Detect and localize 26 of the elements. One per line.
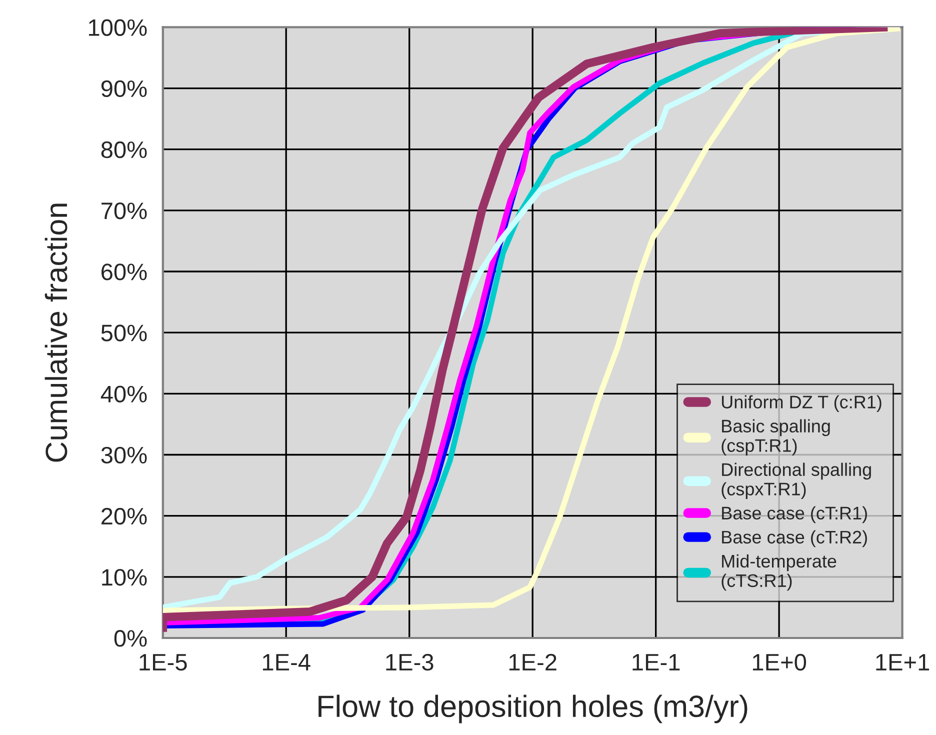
legend-label: Directional spalling (cspxT:R1) (722, 462, 871, 500)
x-tick-label: 1E-2 (509, 654, 556, 670)
y-tick-label: 10% (102, 568, 147, 586)
x-tick-label: 1E-3 (386, 654, 434, 671)
y-tick-label: 40% (100, 386, 147, 402)
x-tick-label: 1E-5 (140, 654, 187, 671)
x-tick-label: 1E+1 (876, 654, 930, 670)
legend-label: Basic spalling (cspT:R1) (722, 419, 830, 456)
legend-label: Mid-temperate (cTS:R1) (722, 554, 836, 591)
y-tick-label: 80% (101, 141, 147, 158)
legend-label: Base case (cT:R1) (722, 506, 867, 524)
y-axis-title: Cumulative fraction (44, 204, 68, 462)
y-tick-label: 30% (101, 446, 147, 464)
legend-label: Base case (cT:R2) (722, 530, 867, 548)
x-tick-label: 1E-1 (632, 654, 680, 670)
x-tick-label: 1E+0 (752, 654, 806, 671)
y-tick-label: 0% (114, 630, 147, 647)
legend-label: Uniform DZ T (c:R1) (722, 395, 882, 412)
y-tick-label: 20% (102, 508, 147, 525)
y-tick-label: 50% (101, 324, 147, 342)
x-axis-title: Flow to deposition holes (m3/yr) (318, 694, 748, 724)
y-tick-label: 100% (89, 19, 147, 36)
y-tick-label: 60% (102, 264, 147, 280)
x-tick-label: 1E-4 (262, 654, 310, 670)
y-tick-label: 90% (101, 80, 147, 98)
y-tick-label: 70% (102, 202, 147, 220)
